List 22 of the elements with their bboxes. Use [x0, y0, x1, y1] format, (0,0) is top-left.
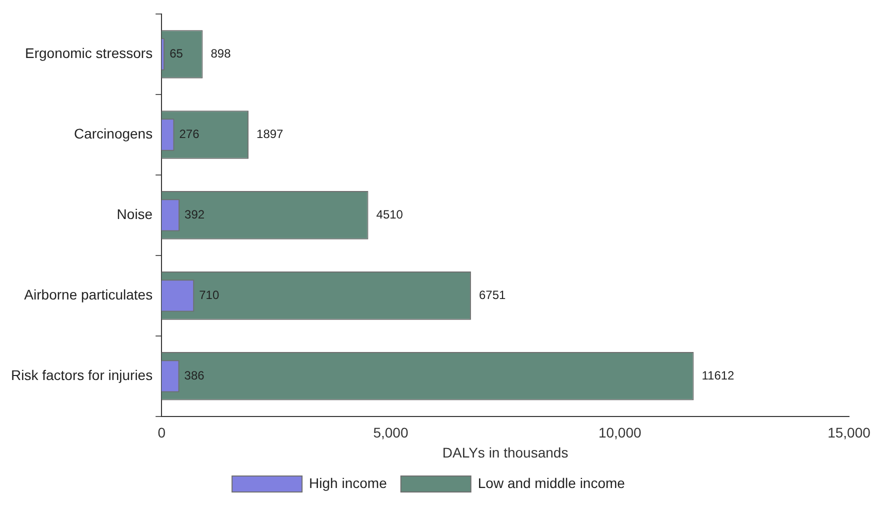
legend-label: High income: [309, 474, 388, 491]
data-label: 1897: [256, 127, 284, 142]
data-label: 276: [179, 127, 200, 142]
y-tick-label: Carcinogens: [74, 126, 153, 142]
data-label: 392: [184, 208, 205, 222]
y-tick-label: Ergonomic stressors: [25, 45, 153, 62]
data-label: 386: [184, 368, 205, 382]
data-label: 6751: [478, 288, 506, 302]
data-label: 710: [199, 288, 220, 302]
data-label: 4510: [376, 208, 404, 222]
y-tick-label: Noise: [116, 206, 153, 222]
y-tick-label: Risk factors for injuries: [11, 367, 153, 384]
x-axis-title: DALYs in thousands: [442, 444, 568, 460]
x-tick-label: 5,000: [373, 424, 408, 441]
data-label: 65: [170, 46, 184, 61]
data-label: 11612: [702, 368, 735, 382]
x-tick-label: 10,000: [598, 424, 642, 441]
data-label: 898: [210, 46, 232, 61]
x-tick-label: 0: [158, 424, 166, 441]
legend-label: Low and middle income: [478, 474, 626, 491]
y-tick-label: Airborne particulates: [24, 286, 153, 303]
x-tick-label: 15,000: [828, 424, 871, 441]
